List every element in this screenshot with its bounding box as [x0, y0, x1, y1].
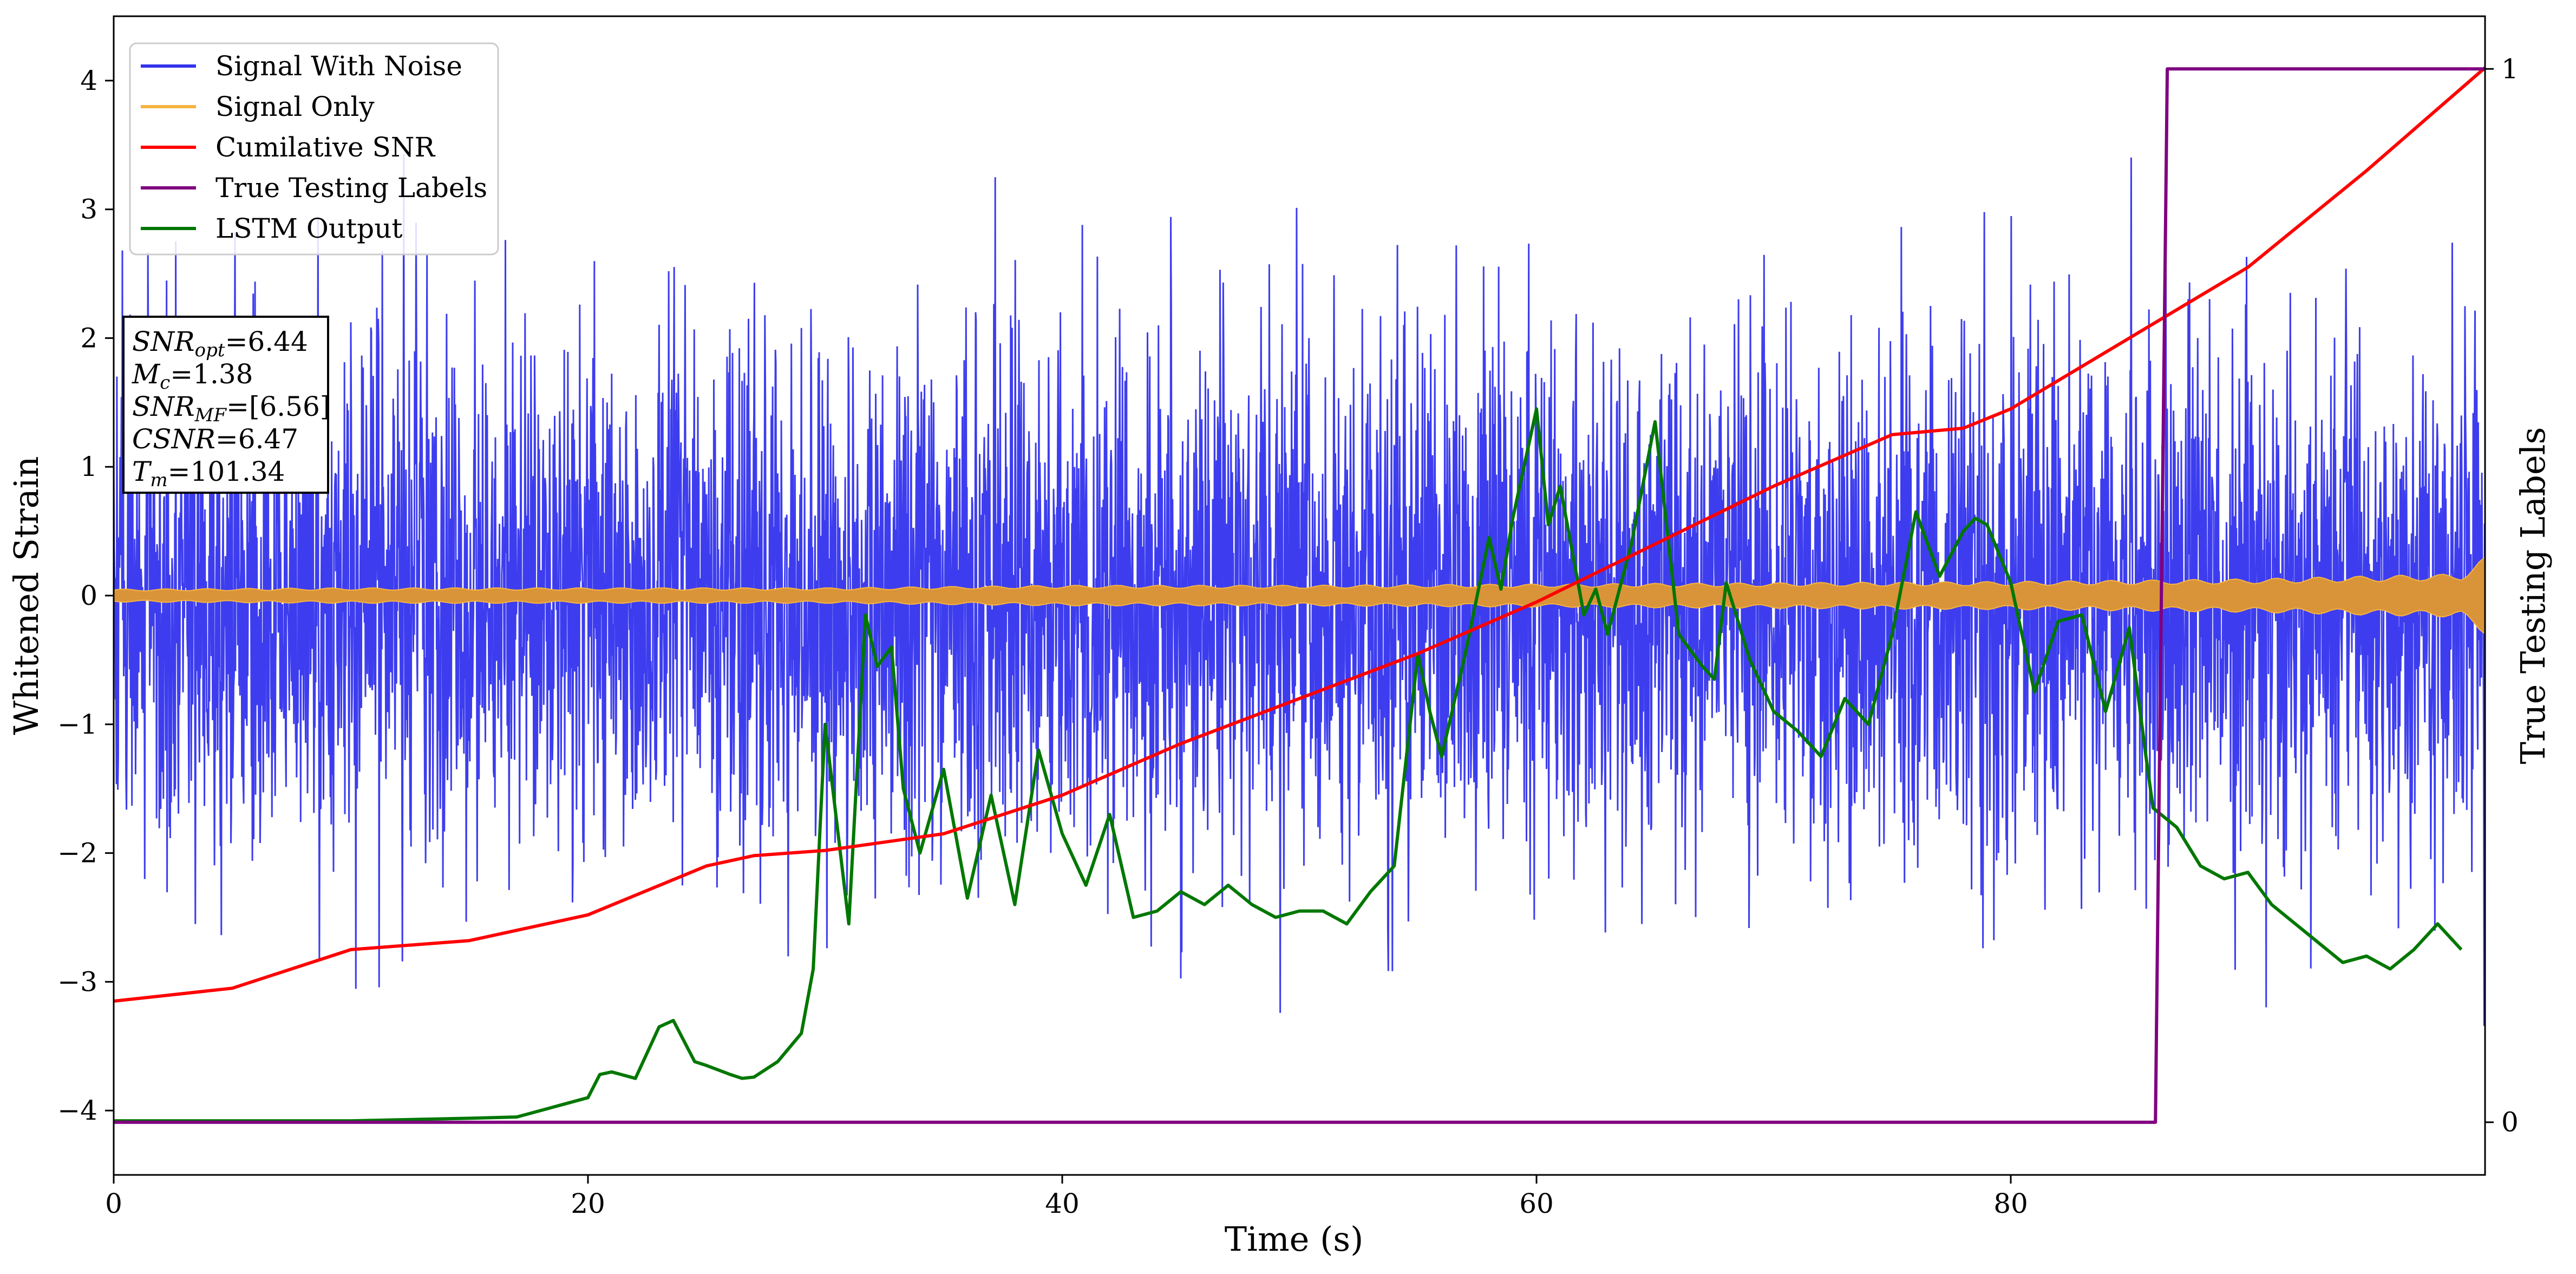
- legend: Signal With Noise Signal Only Cumilative S…: [129, 42, 499, 256]
- y-right-tick-label: 0: [2501, 1107, 2519, 1138]
- legend-label: True Testing Labels: [215, 172, 487, 204]
- annotation-box: SNRopt=6.44Mc=1.38SNRMF=[6.56]CSNR=6.47T…: [122, 316, 330, 494]
- y-tick-label: −3: [57, 966, 97, 997]
- y-tick-label: −1: [57, 709, 97, 740]
- x-tick-label: 60: [1519, 1188, 1554, 1219]
- legend-label: Signal With Noise: [215, 50, 462, 82]
- signal-with-noise-line: [114, 154, 2485, 1026]
- signal-only-band: [114, 556, 2485, 635]
- annotation-line: SNRMF=[6.56]: [132, 391, 330, 426]
- y-axis-right-label: True Testing Labels: [2513, 427, 2553, 765]
- annotation-frame: [122, 316, 329, 494]
- y-tick-label: −2: [57, 838, 97, 869]
- x-tick-label: 40: [1045, 1188, 1080, 1219]
- y-axis-left: −4 −3 −2 −1 0 1 2 3 4: [57, 65, 114, 1126]
- y-tick-label: 3: [80, 194, 97, 225]
- legend-label: LSTM Output: [215, 213, 402, 244]
- x-tick-label: 80: [1993, 1188, 2028, 1219]
- x-axis-label: Time (s): [1225, 1219, 1364, 1259]
- annotation-line: SNRopt=6.44: [132, 326, 308, 361]
- true-testing-labels-line: [114, 67, 2485, 1124]
- x-tick-label: 0: [105, 1188, 122, 1219]
- signal-with-noise-series: [114, 154, 2485, 1026]
- annotation-line: Tm=101.34: [132, 456, 285, 491]
- legend-label: Cumilative SNR: [215, 132, 435, 163]
- y-tick-label: −4: [57, 1095, 97, 1126]
- y-tick-label: 1: [80, 451, 97, 482]
- signal-only-series: [114, 556, 2485, 635]
- lstm-output-line: [114, 407, 2463, 1123]
- y-right-tick-label: 1: [2501, 53, 2519, 84]
- legend-box: [129, 42, 499, 256]
- legend-label: Signal Only: [215, 91, 375, 122]
- y-axis-right: 01: [2485, 53, 2519, 1138]
- cumulative-snr-line: [114, 66, 2485, 1003]
- plot-area: [114, 66, 2485, 1124]
- x-axis: 0 20 40 60 80: [105, 1175, 2028, 1219]
- annotation-line: Mc=1.38: [132, 358, 253, 394]
- y-tick-label: 4: [80, 65, 97, 96]
- y-tick-label: 2: [80, 322, 97, 354]
- series-lines: [114, 66, 2485, 1124]
- y-tick-label: 0: [80, 580, 97, 611]
- y-axis-label: Whitened Strain: [6, 456, 46, 735]
- annotation-line: CSNR=6.47: [132, 423, 298, 455]
- x-tick-label: 20: [571, 1188, 605, 1219]
